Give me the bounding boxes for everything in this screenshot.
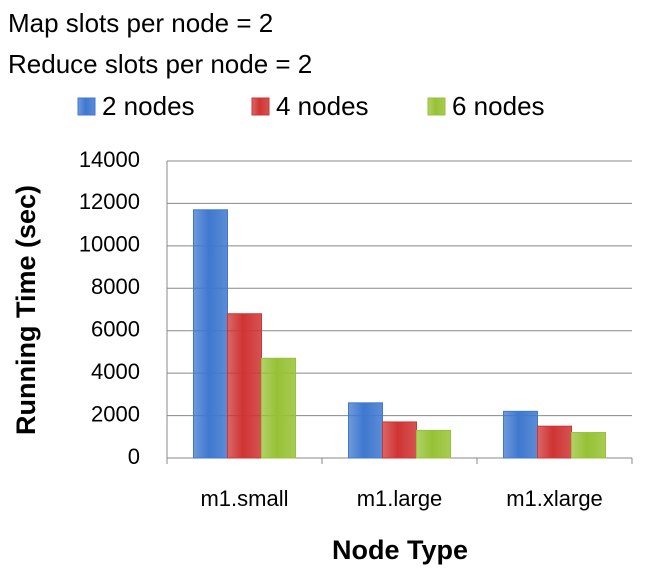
y-tick-label: 8000 [91,274,140,299]
y-tick-label: 2000 [91,401,140,426]
y-tick-label: 0 [128,444,140,469]
bar [503,410,538,459]
x-tick-label: m1.small [200,486,288,511]
legend-label: 2 nodes [102,91,195,121]
y-tick-label: 10000 [79,232,140,257]
y-tick-label: 4000 [91,359,140,384]
x-axis-label: Node Type [332,535,468,565]
bar [193,209,228,459]
legend-marker [427,97,446,116]
bar [382,421,417,459]
chart-title: Map slots per node = 2 [8,8,273,38]
legend-marker [77,97,96,116]
bar [571,432,606,459]
bar [537,425,572,459]
x-tick-label: m1.large [357,486,443,511]
x-tick-label: m1.xlarge [506,486,603,511]
chart-subtitle: Reduce slots per node = 2 [8,49,312,79]
bar [416,429,451,459]
y-tick-label: 14000 [79,147,140,172]
y-tick-label: 12000 [79,189,140,214]
legend-label: 4 nodes [276,91,369,121]
bar [348,402,383,459]
y-axis-label: Running Time (sec) [11,185,41,435]
legend-label: 6 nodes [452,91,545,121]
legend-marker [251,97,270,116]
bar [227,313,262,459]
bar [261,357,296,459]
y-tick-label: 6000 [91,317,140,342]
